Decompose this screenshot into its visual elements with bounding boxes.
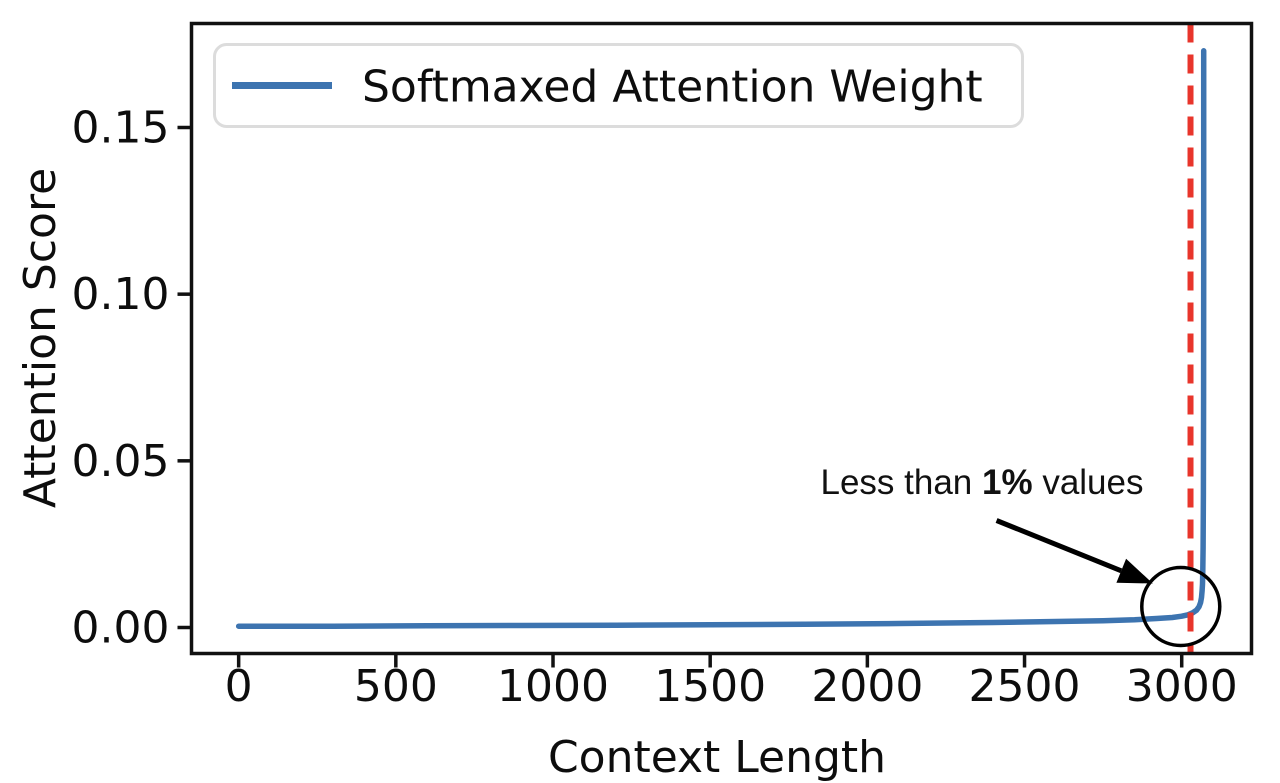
y-tick-label: 0.15 [72, 103, 170, 154]
plot-data-layer [235, 23, 1222, 654]
x-tick-label: 3000 [1126, 661, 1238, 712]
annotation-text: Less than 1% values [821, 463, 1144, 502]
y-axis-label: Attention Score [15, 168, 66, 508]
series-line [235, 48, 1207, 629]
x-tick-label: 2000 [811, 661, 923, 712]
annotation-circle [1140, 565, 1222, 648]
legend-label: Softmaxed Attention Weight [362, 62, 983, 113]
x-tick-label: 1500 [654, 661, 766, 712]
x-tick-label: 1000 [497, 661, 609, 712]
annotation-arrow-head [1116, 558, 1153, 584]
x-tick-label: 500 [354, 661, 438, 712]
axis-ticks-layer: 0 500 1000 1500 2000 2500 3000 0.00 0.05 0.10 0.15 [72, 103, 1238, 713]
y-tick-label: 0.05 [72, 436, 170, 487]
x-axis-label: Context Length [548, 732, 886, 783]
legend-box [213, 43, 1024, 128]
x-tick-label: 2500 [969, 661, 1081, 712]
annotation-arrow-shaft [995, 518, 1123, 574]
y-tick-label: 0.00 [72, 603, 170, 654]
y-tick-label: 0.10 [72, 269, 170, 320]
plot-border [189, 21, 1254, 656]
legend: Softmaxed Attention Weight [213, 43, 1024, 128]
x-tick-label: 0 [225, 661, 253, 712]
